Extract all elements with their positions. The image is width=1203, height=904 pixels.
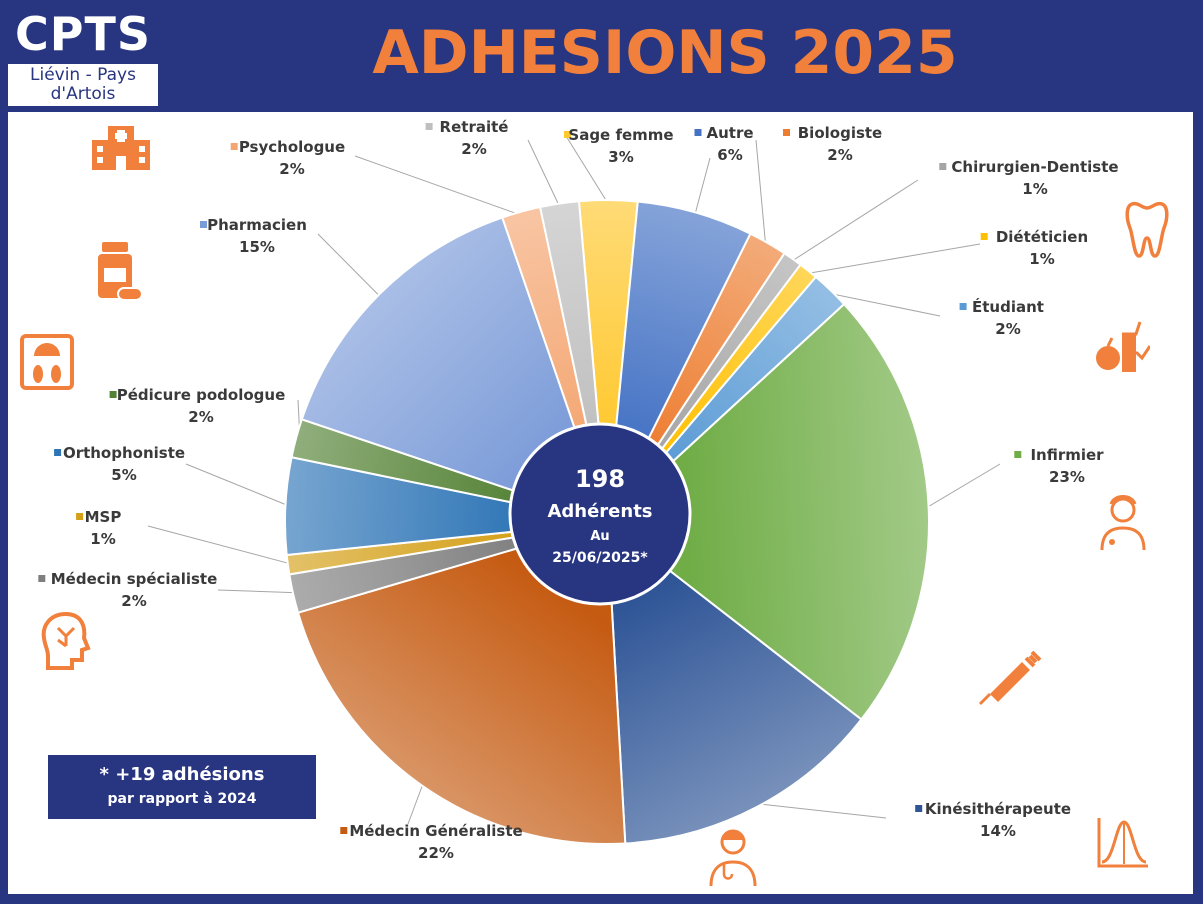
leader-line-7 <box>754 803 887 819</box>
slice-label-2: Biologiste <box>798 124 882 142</box>
legend-marker-1 <box>694 129 702 136</box>
tooth-icon <box>1125 201 1169 258</box>
legend-marker-4 <box>980 233 988 240</box>
slice-label-7: Kinésithérapeute <box>925 800 1071 818</box>
logo-location-box: Liévin - Pays d'Artois <box>8 64 158 106</box>
slice-percent-6: 23% <box>1049 468 1085 486</box>
slice-label-5: Étudiant <box>972 297 1044 316</box>
leader-line-10 <box>147 525 292 565</box>
center-circle <box>508 422 692 606</box>
slice-labels: Sage femme 3% Autre 6% Biologiste 2% Chirurgie… <box>38 118 1119 862</box>
leader-line-9 <box>217 589 297 594</box>
logo-line-2: d'Artois <box>50 84 116 104</box>
leader-line-1 <box>694 157 711 217</box>
slice-label-13: Pharmacien <box>207 216 307 234</box>
pie-slice-8 <box>296 520 627 845</box>
pie-slices <box>284 199 930 845</box>
leader-lines <box>147 135 1001 825</box>
slice-percent-14: 2% <box>279 160 304 178</box>
slice-label-12: Pédicure podologue <box>117 386 286 404</box>
slice-label-14: Psychologue <box>239 138 345 156</box>
slice-percent-3: 1% <box>1022 180 1047 198</box>
legend-marker-9 <box>38 575 46 582</box>
legend-marker-5 <box>959 303 967 310</box>
cpts-logo: CPTS Liévin - Pays d'Artois <box>8 8 158 106</box>
note-line-2: par rapport à 2024 <box>107 791 257 807</box>
slice-label-9: Médecin spécialiste <box>51 570 218 588</box>
leader-line-0 <box>565 135 609 205</box>
diet-apple-icon <box>1096 321 1150 372</box>
slice-percent-5: 2% <box>995 320 1020 338</box>
legend-marker-7 <box>915 805 923 812</box>
slice-label-10: MSP <box>85 508 122 526</box>
pie-slice-6 <box>605 302 930 721</box>
note-box: * +19 adhésions par rapport à 2024 <box>48 755 316 819</box>
leader-line-3 <box>790 179 919 263</box>
pie-slice-13 <box>300 216 609 524</box>
slice-percent-8: 22% <box>418 844 454 862</box>
slice-percent-2: 2% <box>827 146 852 164</box>
slice-label-1: Autre <box>706 124 753 142</box>
legend-marker-0 <box>564 131 571 138</box>
slice-label-4: Diététicien <box>996 228 1088 246</box>
slice-label-8: Médecin Généraliste <box>349 822 522 840</box>
center-count: 198 <box>575 465 625 493</box>
leader-line-5 <box>827 292 941 317</box>
center-date: 25/06/2025* <box>552 550 648 566</box>
slice-percent-1: 6% <box>717 146 742 164</box>
slice-percent-12: 2% <box>188 408 213 426</box>
chart-panel: Sage femme 3% Autre 6% Biologiste 2% Chirurgie… <box>8 112 1193 894</box>
hospital-icon <box>92 126 150 170</box>
syringe-icon <box>978 650 1042 706</box>
center-date-prefix: Au <box>590 529 609 544</box>
legend-marker-13 <box>200 221 207 228</box>
slice-percent-10: 1% <box>90 530 115 548</box>
note-line-1: * +19 adhésions <box>99 764 265 785</box>
slice-percent-7: 14% <box>980 822 1016 840</box>
center-badge: 198 Adhérents Au 25/06/2025* <box>508 422 692 606</box>
bell-curve-icon <box>1097 818 1148 868</box>
legend-marker-2 <box>783 129 790 136</box>
slice-percent-11: 5% <box>111 466 136 484</box>
legend-marker-6 <box>1014 451 1022 458</box>
leader-line-4 <box>805 243 981 275</box>
leader-line-14 <box>354 155 523 217</box>
nurse-icon <box>1100 495 1146 551</box>
slice-label-6: Infirmier <box>1030 446 1104 464</box>
leader-line-11 <box>185 463 290 507</box>
leader-line-2 <box>755 139 767 247</box>
slice-percent-0: 3% <box>608 148 633 166</box>
page-title: ADHESIONS 2025 <box>372 18 958 88</box>
slice-percent-4: 1% <box>1029 250 1054 268</box>
leader-line-6 <box>924 463 1001 510</box>
logo-acronym: CPTS <box>15 7 151 61</box>
legend-marker-3 <box>939 163 947 170</box>
doctor-icon <box>709 829 757 887</box>
leader-line-15 <box>527 139 561 208</box>
slice-label-3: Chirurgien-Dentiste <box>951 158 1118 176</box>
slice-percent-15: 2% <box>461 140 486 158</box>
slice-percent-13: 15% <box>239 238 275 256</box>
legend-marker-12 <box>109 391 117 398</box>
brain-head-icon <box>41 611 91 670</box>
legend-marker-11 <box>54 449 62 456</box>
slice-label-11: Orthophoniste <box>63 444 185 462</box>
legend-marker-14 <box>230 143 238 150</box>
pie-slice-7 <box>605 519 863 845</box>
leader-line-8 <box>407 781 425 825</box>
slice-label-0: Sage femme <box>568 126 673 144</box>
weighing-scale-icon <box>20 334 74 390</box>
legend-marker-10 <box>76 513 84 520</box>
legend-marker-8 <box>340 827 348 834</box>
leader-line-13 <box>317 233 382 299</box>
legend-marker-15 <box>425 123 433 130</box>
slice-label-15: Retraité <box>440 118 509 136</box>
pie-chart: Sage femme 3% Autre 6% Biologiste 2% Chirurgie… <box>38 118 1119 862</box>
center-label: Adhérents <box>547 501 652 522</box>
logo-line-1: Liévin - Pays <box>30 65 136 85</box>
slice-percent-9: 2% <box>121 592 146 610</box>
medicine-bottle-icon <box>98 242 143 301</box>
